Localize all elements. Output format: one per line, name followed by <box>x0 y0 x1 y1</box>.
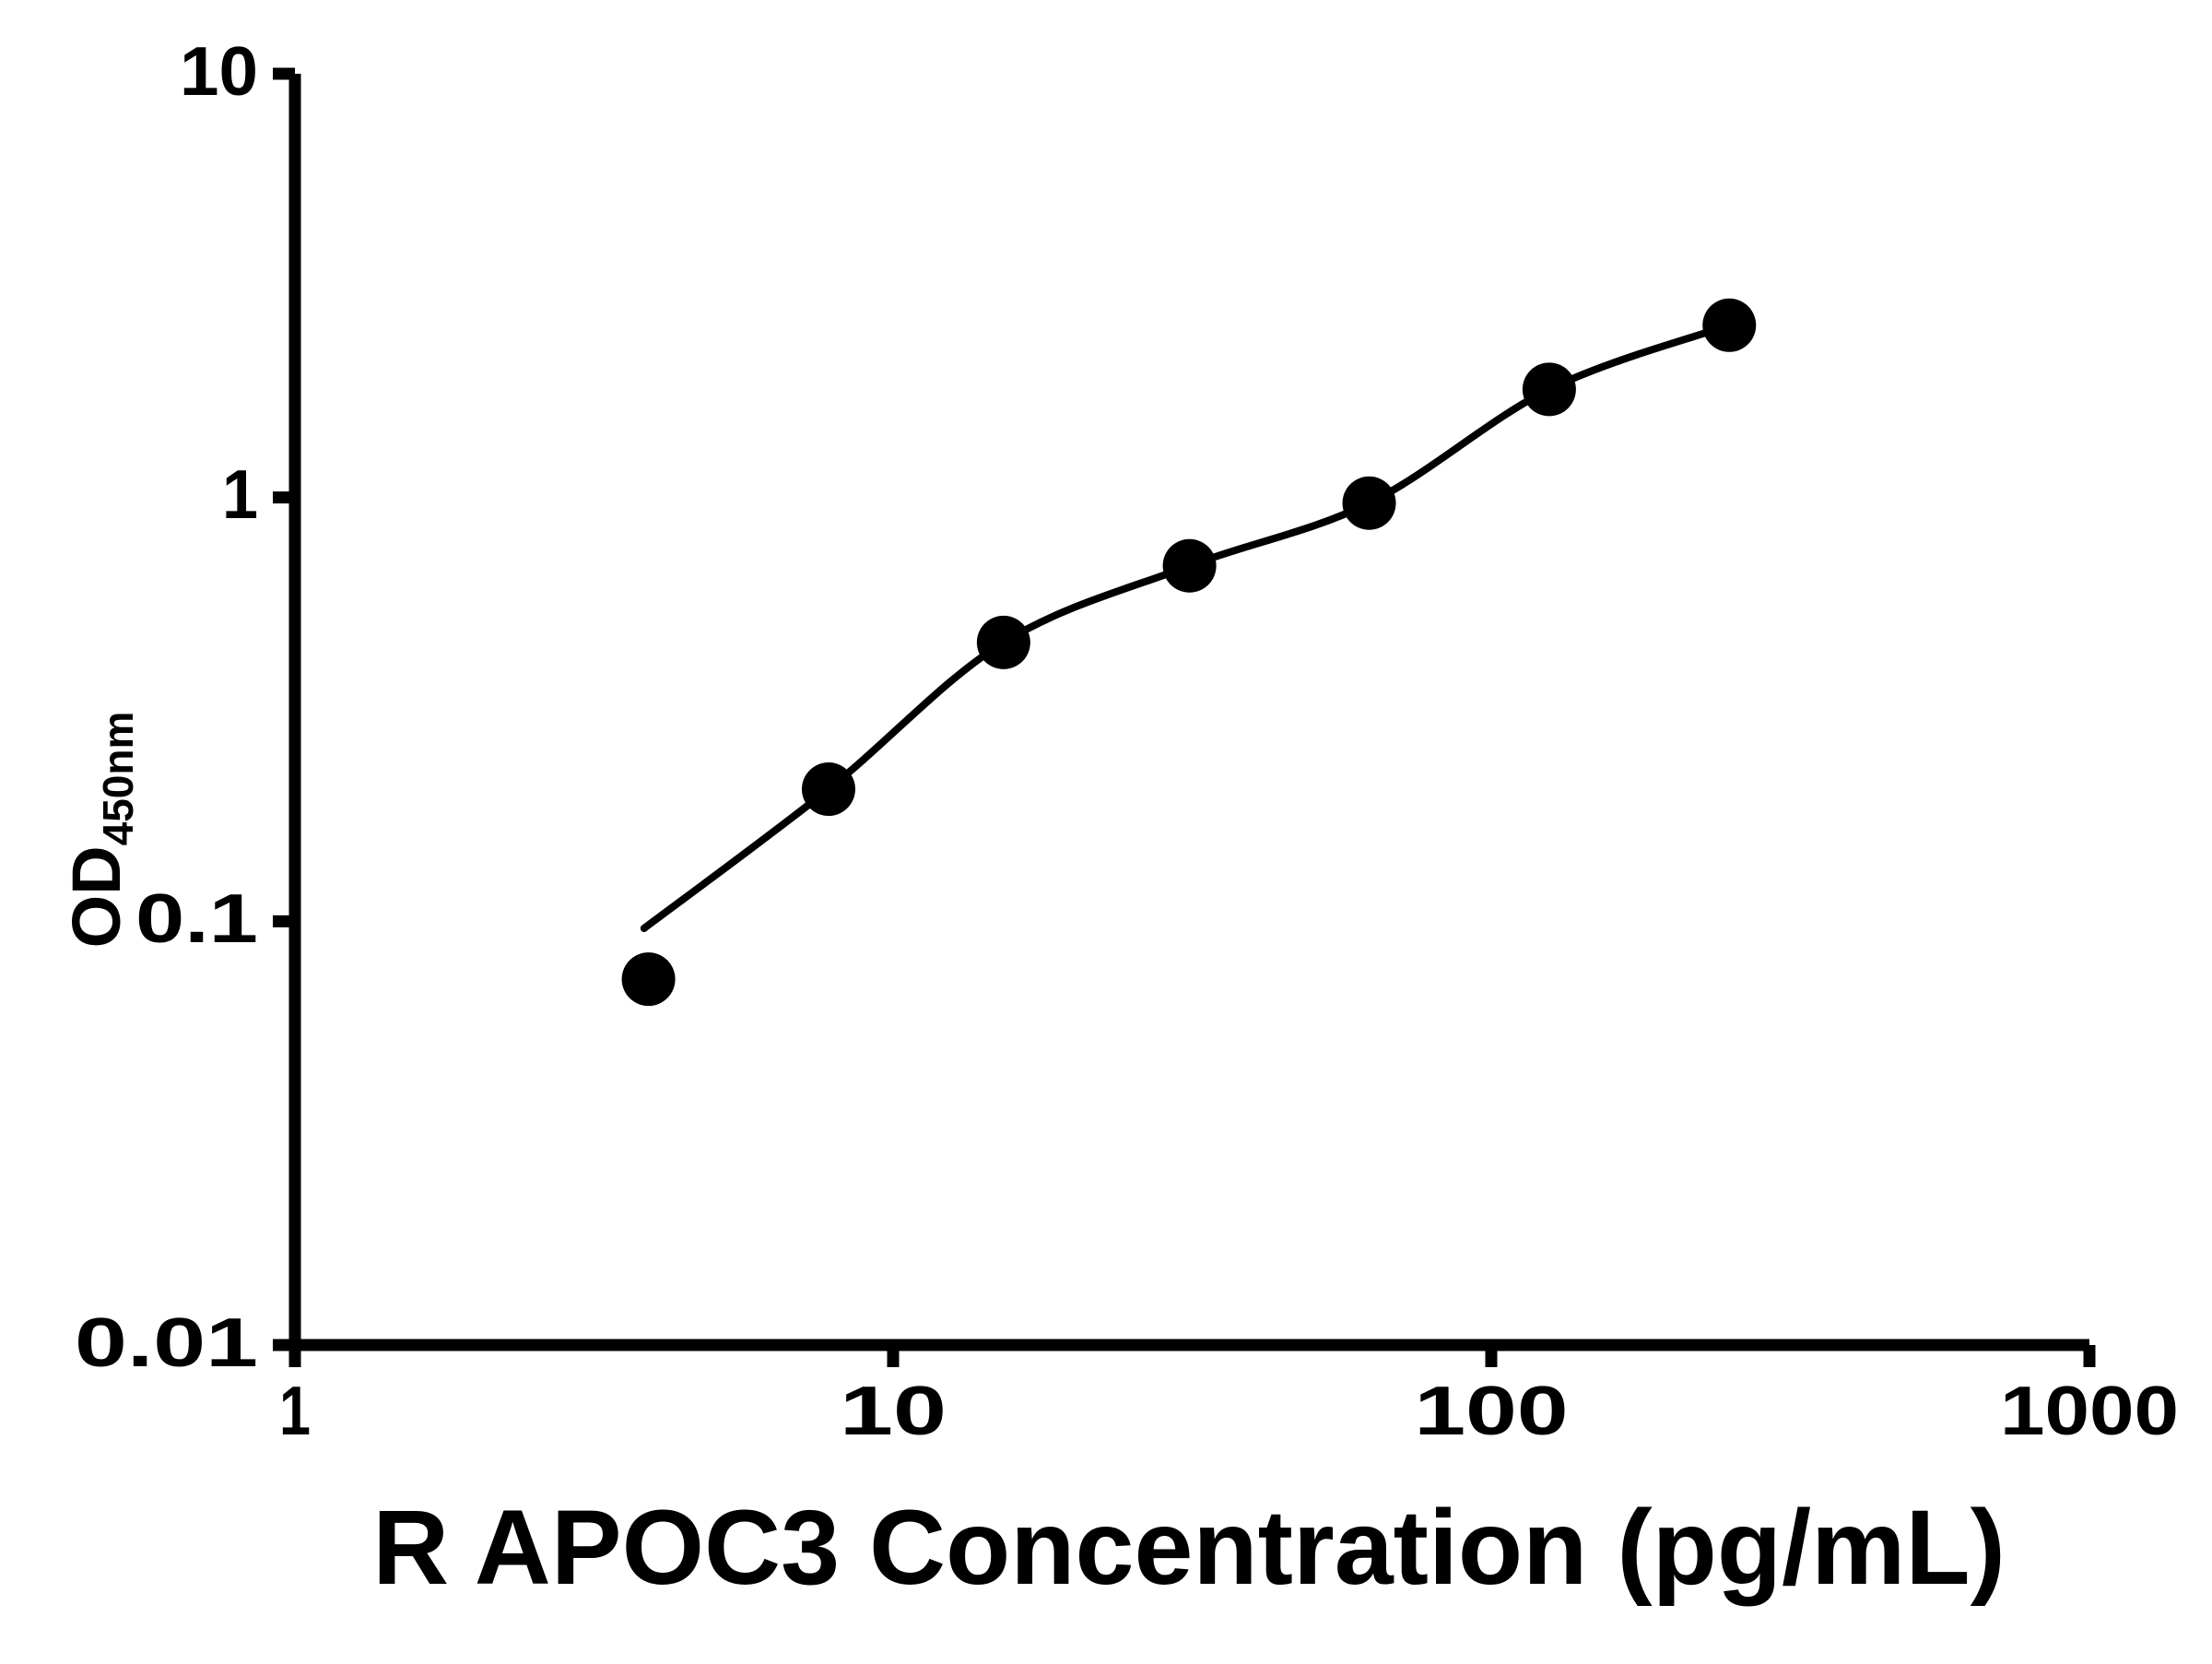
svg-text:100: 100 <box>1415 1372 1569 1449</box>
svg-text:1000: 1000 <box>2000 1372 2179 1449</box>
svg-text:0.1: 0.1 <box>135 879 258 957</box>
svg-text:1: 1 <box>279 1372 311 1449</box>
svg-text:0.01: 0.01 <box>75 1304 258 1381</box>
svg-text:10: 10 <box>840 1372 947 1449</box>
svg-text:1: 1 <box>222 455 258 533</box>
svg-text:10: 10 <box>180 32 258 110</box>
svg-text:R APOC3 Concentration (pg/mL): R APOC3 Concentration (pg/mL) <box>372 1489 2006 1607</box>
